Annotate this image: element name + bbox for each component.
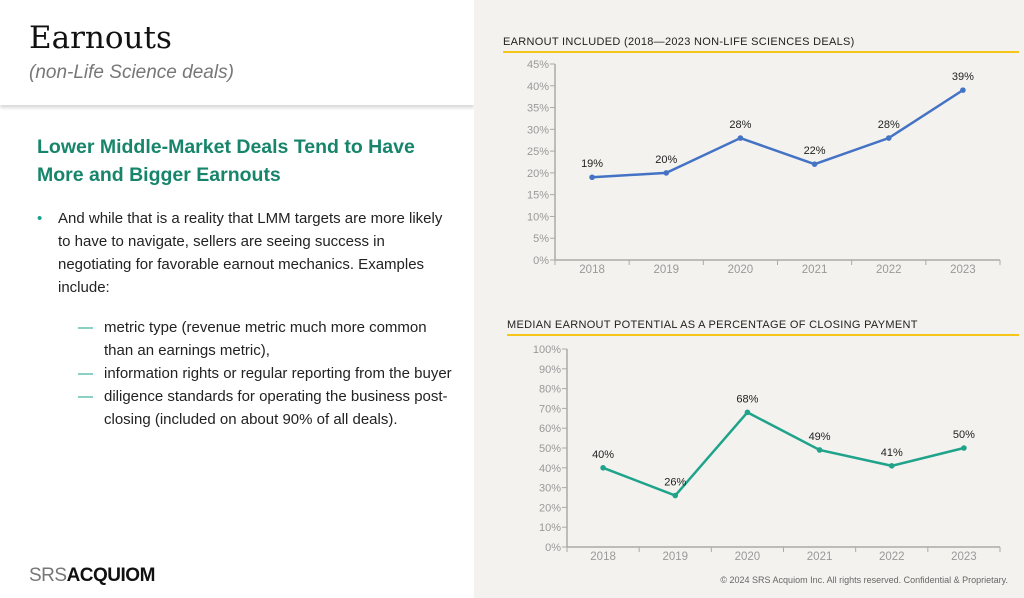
x-tick-label: 2019 <box>653 264 679 276</box>
charts-svg: 0% 5% 10% 15% 20% 25% 30% 35% 40% 45% 2018 2019 2020… <box>527 59 1001 563</box>
chart1-title: EARNOUT INCLUDED (2018—2023 NON-LIFE SCI… <box>503 36 855 48</box>
y-tick-label: 100% <box>533 344 561 356</box>
data-label: 28% <box>729 119 751 131</box>
x-tick-label: 2018 <box>579 264 605 276</box>
dash-icon: — <box>78 365 93 382</box>
data-point <box>663 170 670 176</box>
x-tick-label: 2021 <box>807 551 833 563</box>
data-label: 22% <box>804 145 826 157</box>
x-tick-label: 2020 <box>728 264 754 276</box>
company-logo: SRSACQUIOM <box>29 565 155 587</box>
x-tick-label: 2018 <box>590 551 616 563</box>
dash-icon: — <box>78 388 93 405</box>
data-label: 50% <box>953 429 975 441</box>
chart2-rule <box>507 334 1019 336</box>
sub-list: — metric type (revenue metric much more c… <box>78 316 458 431</box>
series-line <box>602 410 965 498</box>
y-tick-label: 0% <box>545 542 561 554</box>
y-tick-label: 10% <box>539 522 561 534</box>
data-point <box>816 447 823 453</box>
y-tick-label: 25% <box>527 146 549 158</box>
y-tick-label: 15% <box>527 190 549 202</box>
logo-part2: ACQUIOM <box>66 565 156 586</box>
data-label: 41% <box>881 447 903 459</box>
data-point <box>744 409 751 416</box>
data-label: 20% <box>655 154 677 166</box>
x-tick-label: 2021 <box>802 264 828 276</box>
y-tick-label: 80% <box>539 384 561 396</box>
y-tick-label: 0% <box>533 255 549 267</box>
slide-title: Earnouts <box>29 20 172 56</box>
y-tick-label: 5% <box>533 233 549 245</box>
bullet-item: • And while that is a reality that LMM t… <box>37 207 457 299</box>
y-tick-label: 50% <box>539 443 561 455</box>
y-tick-label: 40% <box>539 463 561 475</box>
series-line <box>592 89 964 179</box>
data-label: 40% <box>592 449 614 461</box>
x-tick-label: 2019 <box>662 551 688 563</box>
data-point <box>888 463 895 469</box>
y-tick-label: 90% <box>539 364 561 376</box>
data-label: 39% <box>952 71 974 83</box>
sub-item: — information rights or regular reporting… <box>78 362 458 385</box>
chart-panel: EARNOUT INCLUDED (2018—2023 NON-LIFE SCI… <box>474 0 1024 598</box>
data-label: 28% <box>878 119 900 131</box>
bullet-icon: • <box>37 210 43 227</box>
data-point <box>737 135 744 141</box>
x-tick-label: 2023 <box>950 264 976 276</box>
dash-icon: — <box>78 319 93 336</box>
x-tick-label: 2022 <box>879 551 905 563</box>
data-point <box>811 161 818 167</box>
y-tick-label: 70% <box>539 403 561 415</box>
data-point <box>961 445 967 451</box>
y-tick-label: 60% <box>539 423 561 435</box>
y-tick-label: 30% <box>527 124 549 136</box>
slide-subtitle: (non-Life Science deals) <box>29 62 234 83</box>
y-tick-label: 45% <box>527 59 549 71</box>
x-tick-label: 2022 <box>876 264 902 276</box>
slide-header: Earnouts (non-Life Science deals) <box>0 0 474 105</box>
y-tick-label: 20% <box>539 502 561 514</box>
sub-item-text: diligence standards for operating the bu… <box>104 388 448 428</box>
left-panel: Earnouts (non-Life Science deals) Lower … <box>0 0 474 598</box>
data-point <box>589 174 595 181</box>
y-tick-label: 30% <box>539 483 561 495</box>
sub-item-text: metric type (revenue metric much more co… <box>104 319 427 359</box>
chart2-title: MEDIAN EARNOUT POTENTIAL AS A PERCENTAGE… <box>507 319 918 331</box>
sub-item-text: information rights or regular reporting … <box>104 365 452 382</box>
data-label: 26% <box>664 477 686 489</box>
copyright: © 2024 SRS Acquiom Inc. All rights reser… <box>720 575 1008 585</box>
data-label: 49% <box>809 431 831 443</box>
headline: Lower Middle-Market Deals Tend to Have M… <box>37 136 415 186</box>
y-tick-label: 40% <box>527 81 549 93</box>
y-tick-label: 35% <box>527 103 549 115</box>
data-point <box>600 465 606 471</box>
data-label: 19% <box>581 158 603 170</box>
data-point <box>885 135 892 141</box>
data-label: 68% <box>736 393 758 405</box>
bullet-text: And while that is a reality that LMM tar… <box>58 210 443 296</box>
x-tick-label: 2023 <box>951 551 977 563</box>
y-tick-label: 20% <box>527 168 549 180</box>
sub-item: — diligence standards for operating the b… <box>78 385 458 431</box>
y-tick-label: 10% <box>527 211 549 223</box>
sub-item: — metric type (revenue metric much more c… <box>78 316 458 362</box>
chart1-rule <box>503 51 1019 53</box>
data-point <box>672 492 679 499</box>
data-point <box>960 87 966 93</box>
logo-part1: SRS <box>29 565 67 586</box>
x-tick-label: 2020 <box>735 551 761 563</box>
